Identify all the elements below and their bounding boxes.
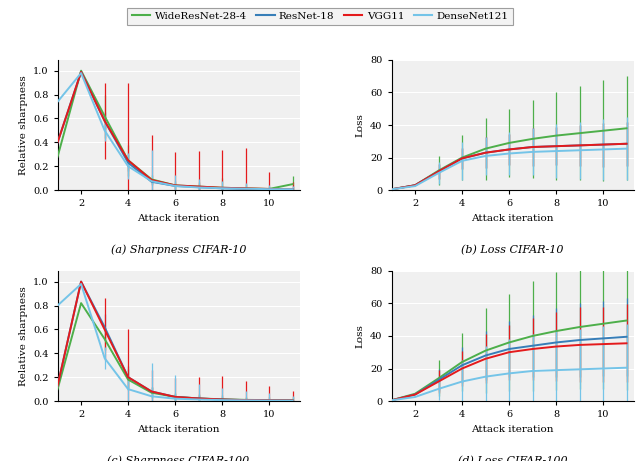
Text: (b) Loss CIFAR-10: (b) Loss CIFAR-10 [461,245,564,255]
Y-axis label: Loss: Loss [356,113,365,137]
Legend: WideResNet-28-4, ResNet-18, VGG11, DenseNet121: WideResNet-28-4, ResNet-18, VGG11, Dense… [127,7,513,25]
Y-axis label: Loss: Loss [356,324,365,348]
Y-axis label: Relative sharpness: Relative sharpness [19,286,28,386]
Text: (c) Sharpness CIFAR-100: (c) Sharpness CIFAR-100 [108,456,250,461]
Y-axis label: Relative sharpness: Relative sharpness [19,75,28,175]
Text: (d) Loss CIFAR-100: (d) Loss CIFAR-100 [458,456,568,461]
X-axis label: Attack iteration: Attack iteration [138,425,220,434]
X-axis label: Attack iteration: Attack iteration [471,214,554,223]
X-axis label: Attack iteration: Attack iteration [138,214,220,223]
X-axis label: Attack iteration: Attack iteration [471,425,554,434]
Text: (a) Sharpness CIFAR-10: (a) Sharpness CIFAR-10 [111,245,246,255]
